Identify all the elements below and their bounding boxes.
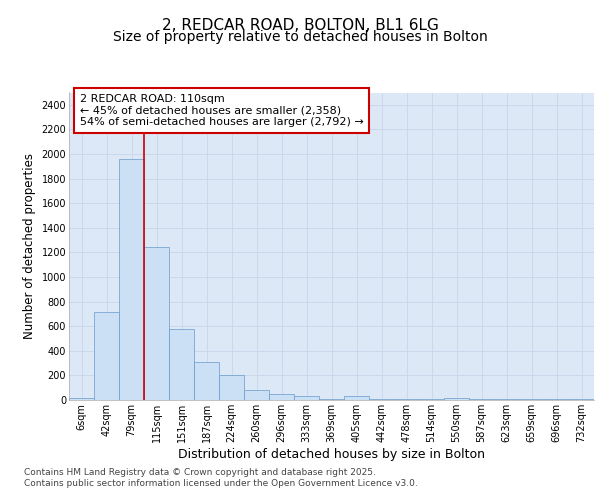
Bar xyxy=(294,396,319,400)
Text: Size of property relative to detached houses in Bolton: Size of property relative to detached ho… xyxy=(113,30,487,44)
Bar xyxy=(119,159,144,400)
Bar xyxy=(94,312,119,400)
Text: Contains HM Land Registry data © Crown copyright and database right 2025.
Contai: Contains HM Land Registry data © Crown c… xyxy=(24,468,418,487)
Bar xyxy=(269,394,294,400)
Bar xyxy=(244,390,269,400)
Y-axis label: Number of detached properties: Number of detached properties xyxy=(23,153,36,339)
Bar xyxy=(69,398,94,400)
Bar xyxy=(344,396,369,400)
Text: 2, REDCAR ROAD, BOLTON, BL1 6LG: 2, REDCAR ROAD, BOLTON, BL1 6LG xyxy=(161,18,439,32)
X-axis label: Distribution of detached houses by size in Bolton: Distribution of detached houses by size … xyxy=(178,448,485,460)
Bar xyxy=(194,362,219,400)
Bar xyxy=(444,398,469,400)
Bar xyxy=(144,248,169,400)
Bar xyxy=(169,328,194,400)
Text: 2 REDCAR ROAD: 110sqm
← 45% of detached houses are smaller (2,358)
54% of semi-d: 2 REDCAR ROAD: 110sqm ← 45% of detached … xyxy=(79,94,363,127)
Bar xyxy=(219,376,244,400)
